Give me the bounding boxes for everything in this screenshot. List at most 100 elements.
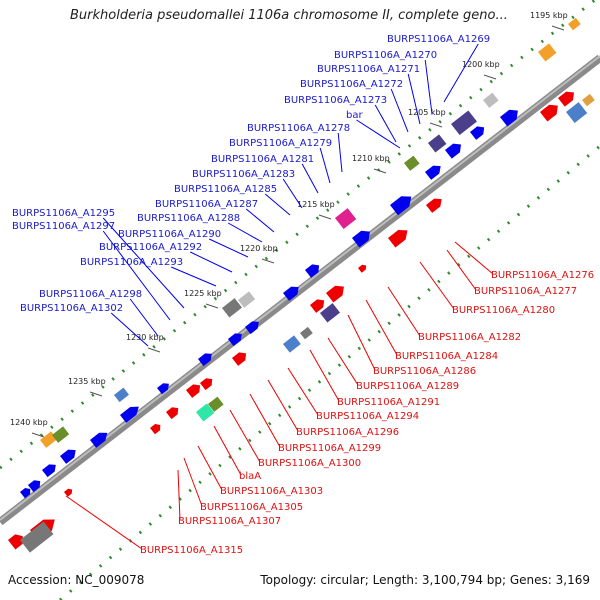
tick-mark <box>551 25 565 31</box>
reverse-gene-feature <box>388 229 408 248</box>
gene-label-burps1106a-a1294[interactable]: BURPS1106A_A1294 <box>316 411 419 422</box>
forward-gene-feature <box>482 92 499 108</box>
forward-gene-feature <box>334 208 357 230</box>
gene-label-burps1106a-a1273[interactable]: BURPS1106A_A1273 <box>284 95 387 106</box>
gene-label-burps1106a-a1287[interactable]: BURPS1106A_A1287 <box>155 199 258 210</box>
gene-label-burps1106a-a1290[interactable]: BURPS1106A_A1290 <box>118 229 221 240</box>
reverse-gene-feature <box>196 403 215 422</box>
gene-label-burps1106a-a1299[interactable]: BURPS1106A_A1299 <box>278 443 381 454</box>
gene-label-burps1106a-a1269[interactable]: BURPS1106A_A1269 <box>387 34 490 45</box>
gene-label-burps1106a-a1276[interactable]: BURPS1106A_A1276 <box>491 270 594 281</box>
gene-label-burps1106a-a1302[interactable]: BURPS1106A_A1302 <box>20 303 123 314</box>
reverse-gene-feature <box>300 326 313 340</box>
leader-line <box>189 251 233 273</box>
forward-gene-feature <box>500 109 518 127</box>
gene-label-burps1106a-a1278[interactable]: BURPS1106A_A1278 <box>247 123 350 134</box>
leader-line <box>446 249 477 291</box>
leader-line <box>183 457 203 507</box>
gene-label-burps1106a-a1280[interactable]: BURPS1106A_A1280 <box>452 305 555 316</box>
leader-line <box>365 299 398 356</box>
gene-label-bar[interactable]: bar <box>346 110 363 121</box>
gene-label-burps1106a-a1305[interactable]: BURPS1106A_A1305 <box>200 502 303 513</box>
reverse-gene-feature <box>207 396 224 412</box>
gene-label-burps1106a-a1282[interactable]: BURPS1106A_A1282 <box>418 332 521 343</box>
leader-line <box>407 73 421 125</box>
leader-line <box>356 119 401 149</box>
forward-gene-feature <box>28 480 41 493</box>
gene-label-burps1106a-a1284[interactable]: BURPS1106A_A1284 <box>395 351 498 362</box>
forward-gene-feature <box>568 17 581 31</box>
gene-label-burps1106a-a1270[interactable]: BURPS1106A_A1270 <box>334 50 437 61</box>
leader-line <box>102 217 185 309</box>
tick-mark <box>147 347 161 353</box>
gene-label-burps1106a-a1291[interactable]: BURPS1106A_A1291 <box>337 397 440 408</box>
gene-label-burps1106a-a1293[interactable]: BURPS1106A_A1293 <box>80 257 183 268</box>
leader-line <box>443 43 479 103</box>
forward-gene-feature <box>237 291 256 308</box>
leader-line <box>347 314 376 371</box>
gene-label-burps1106a-a1307[interactable]: BURPS1106A_A1307 <box>178 516 281 527</box>
leader-line <box>110 312 149 347</box>
gene-label-burps1106a-a1289[interactable]: BURPS1106A_A1289 <box>356 381 459 392</box>
leader-line <box>327 337 359 386</box>
gene-label-burps1106a-a1295[interactable]: BURPS1106A_A1295 <box>12 208 115 219</box>
reverse-gene-feature <box>326 285 344 303</box>
leader-line <box>208 238 249 258</box>
tick-mark <box>205 303 219 309</box>
forward-gene-feature <box>198 353 212 367</box>
gene-label-blaa[interactable]: blaA <box>239 471 261 482</box>
gene-label-burps1106a-a1277[interactable]: BURPS1106A_A1277 <box>474 286 577 297</box>
reverse-gene-feature <box>565 102 588 124</box>
gene-label-burps1106a-a1279[interactable]: BURPS1106A_A1279 <box>229 138 332 149</box>
leader-line <box>282 178 303 209</box>
gene-label-burps1106a-a1285[interactable]: BURPS1106A_A1285 <box>174 184 277 195</box>
gene-label-burps1106a-a1271[interactable]: BURPS1106A_A1271 <box>317 64 420 75</box>
leader-line <box>337 132 343 173</box>
gene-label-burps1106a-a1296[interactable]: BURPS1106A_A1296 <box>296 427 399 438</box>
leader-line <box>171 266 217 287</box>
leader-line <box>229 409 261 463</box>
reverse-gene-feature <box>540 104 558 122</box>
leader-line <box>227 222 263 243</box>
gene-label-burps1106a-a1288[interactable]: BURPS1106A_A1288 <box>137 213 240 224</box>
gene-label-burps1106a-a1283[interactable]: BURPS1106A_A1283 <box>192 169 295 180</box>
forward-gene-feature <box>222 298 242 318</box>
forward-gene-feature <box>20 487 31 499</box>
forward-gene-feature <box>352 230 370 248</box>
tick-label-1210-kbp: 1210 kbp <box>352 154 390 163</box>
reverse-gene-feature <box>582 93 595 107</box>
gene-label-burps1106a-a1297[interactable]: BURPS1106A_A1297 <box>12 221 115 232</box>
gene-label-burps1106a-a1315[interactable]: BURPS1106A_A1315 <box>140 545 243 556</box>
accession-label: Accession: NC_009078 <box>8 573 145 587</box>
reverse-gene-feature <box>166 407 179 420</box>
reverse-gene-feature <box>283 335 301 353</box>
gene-label-burps1106a-a1298[interactable]: BURPS1106A_A1298 <box>39 289 142 300</box>
tick-mark <box>261 258 275 264</box>
gene-label-burps1106a-a1272[interactable]: BURPS1106A_A1272 <box>300 79 403 90</box>
tick-mark <box>429 122 443 128</box>
forward-gene-feature <box>114 387 129 403</box>
leader-line <box>287 367 319 416</box>
reverse-gene-feature <box>64 488 73 497</box>
leader-line <box>249 393 281 448</box>
reverse-gene-feature <box>150 423 161 435</box>
tick-label-1215-kbp: 1215 kbp <box>297 200 335 209</box>
forward-gene-feature <box>42 464 56 478</box>
forward-gene-feature <box>390 196 412 216</box>
reverse-gene-feature <box>558 91 574 107</box>
inner-ruler-band <box>59 144 600 600</box>
forward-gene-feature <box>404 155 420 171</box>
forward-gene-feature <box>283 286 299 301</box>
leader-line <box>177 469 181 521</box>
gene-label-burps1106a-a1300[interactable]: BURPS1106A_A1300 <box>258 458 361 469</box>
leader-line <box>374 104 397 143</box>
reverse-gene-feature <box>8 534 23 550</box>
gene-label-burps1106a-a1286[interactable]: BURPS1106A_A1286 <box>373 366 476 377</box>
tick-mark <box>373 168 387 174</box>
tick-mark <box>483 74 497 80</box>
gene-label-burps1106a-a1281[interactable]: BURPS1106A_A1281 <box>211 154 314 165</box>
gene-label-burps1106a-a1292[interactable]: BURPS1106A_A1292 <box>99 242 202 253</box>
leader-line <box>267 379 299 432</box>
gene-label-burps1106a-a1303[interactable]: BURPS1106A_A1303 <box>220 486 323 497</box>
